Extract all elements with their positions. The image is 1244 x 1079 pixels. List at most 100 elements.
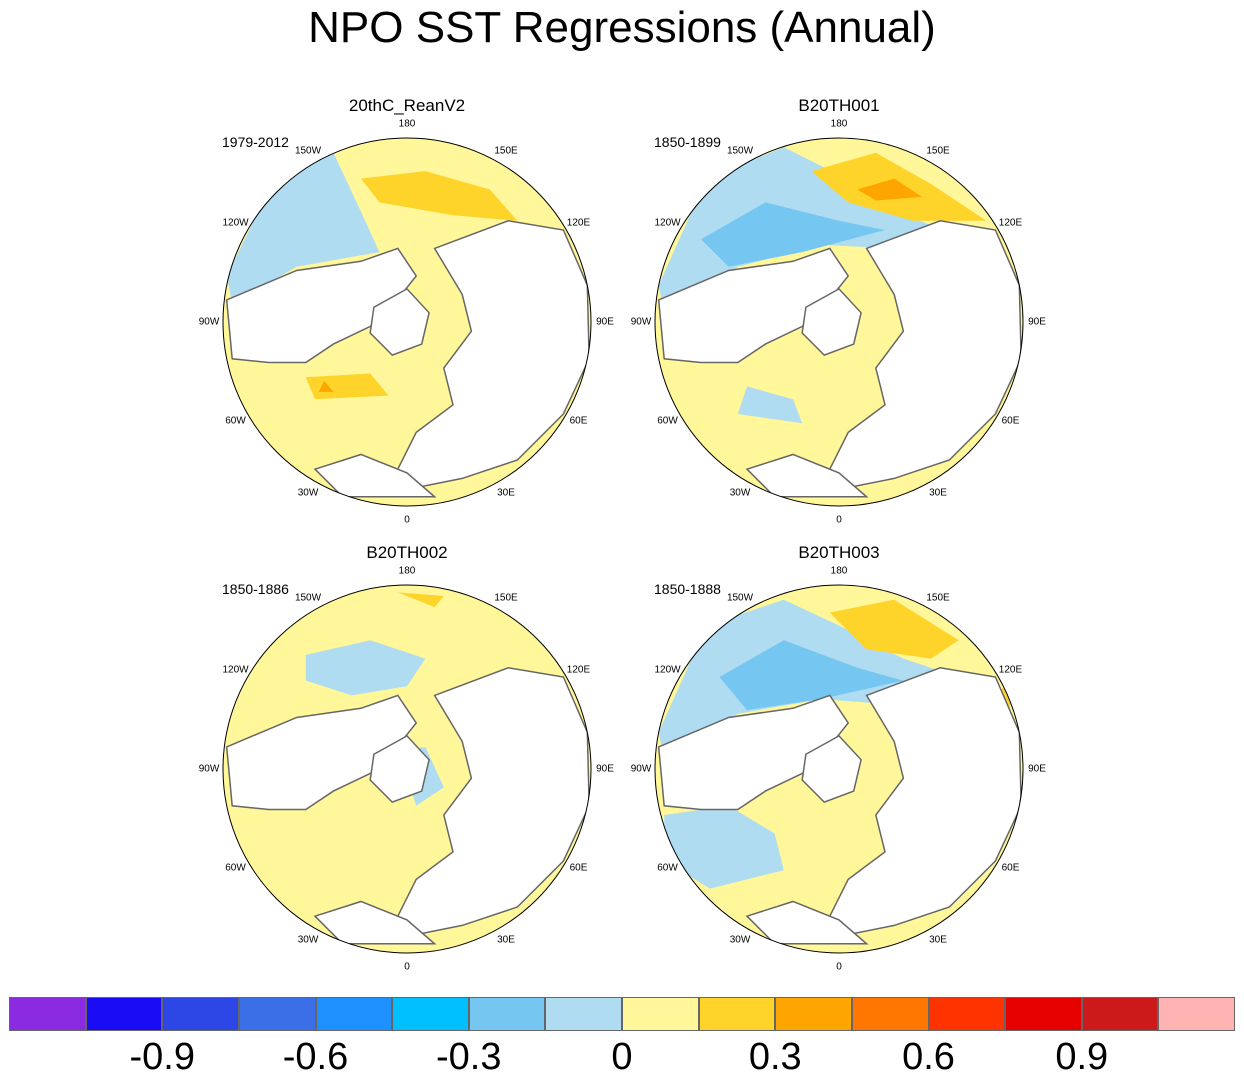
colorbar-label: 0.6 [902,1036,955,1078]
land-mass [801,734,862,803]
land-mass [396,220,590,489]
land-mass [828,220,1022,489]
negative-anomaly-region [305,640,426,696]
panel-period: 1850-1886 [222,581,289,597]
panel-period: 1979-2012 [222,134,289,150]
longitude-label: 150E [926,592,950,604]
map-border [654,584,1024,954]
longitude-label: 90E [1028,316,1046,328]
colorbar-label: -0.9 [129,1036,195,1078]
panel-title: B20TH001 [798,96,880,115]
longitude-label: 120E [998,217,1023,229]
longitude-label: 180 [398,565,416,577]
colorbar-swatch [545,997,622,1031]
strong-negative-anomaly-region [719,640,904,711]
longitude-label: 0 [836,961,842,973]
colorbar-label: 0.3 [748,1036,802,1078]
longitude-label: 90E [596,763,614,775]
colorbar-swatch [9,997,86,1031]
positive-anomaly-region [305,373,389,400]
longitude-label: 120E [998,664,1023,676]
longitude-label: 60E [569,415,588,427]
longitude-label: 120W [654,217,681,229]
map-border [654,137,1024,507]
panel-title: 20thC_ReanV2 [348,96,466,115]
chart-title: NPO SST Regressions (Annual) [308,3,936,52]
polar-maps [222,137,1024,954]
longitude-label: 150E [494,592,518,604]
longitude-label: 90W [198,316,220,328]
longitude-label: 120W [222,664,249,676]
colorbar-swatch [468,997,546,1031]
colorbar-swatch [1158,997,1235,1031]
colorbar-swatch [851,997,929,1031]
longitude-label: 90W [198,763,220,775]
positive-anomaly-region [361,171,518,221]
strong-negative-anomaly-region [701,202,885,267]
colorbar [9,997,1235,1031]
colorbar-swatch [698,997,776,1031]
strong-positive-anomaly-region [857,178,922,201]
colorbar-swatch [1081,997,1159,1031]
colorbar-swatch [928,997,1006,1031]
longitude-label: 150W [294,592,322,604]
land-mass [801,287,862,356]
colorbar-swatch [238,997,316,1031]
longitude-label: 30W [729,934,751,946]
longitude-label: 30W [297,934,319,946]
longitude-label: 60W [225,862,246,874]
longitude-label: 60E [1001,862,1020,874]
longitude-label: 90W [630,316,652,328]
panel-title: B20TH003 [798,543,880,562]
land-mass [369,287,430,356]
longitude-label: 60E [569,862,588,874]
land-mass [828,667,1022,936]
longitude-label: 180 [830,118,848,130]
colorbar-swatch [85,997,163,1031]
colorbar-label: -0.3 [436,1036,502,1078]
longitude-label: 30W [729,487,751,499]
longitude-label: 30E [497,934,515,946]
panel-period: 1850-1888 [654,581,721,597]
longitude-label: 30E [929,487,947,499]
longitude-label: 60W [657,415,678,427]
land-mass [369,734,430,803]
longitude-label: 90E [596,316,614,328]
longitude-label: 150W [726,592,754,604]
longitude-label: 60E [1001,415,1020,427]
colorbar-label: 0.9 [1055,1036,1109,1078]
longitude-label: 180 [830,565,848,577]
longitude-label: 60W [225,415,246,427]
longitude-label: 120E [566,664,591,676]
colorbar-swatch [162,997,239,1031]
longitude-label: 0 [404,961,410,973]
colorbar-label: -0.6 [282,1036,349,1078]
longitude-label: 120W [222,217,249,229]
longitude-label: 150E [926,145,950,157]
longitude-label: 120E [566,217,591,229]
panel-period: 1850-1899 [654,134,721,150]
negative-anomaly-region [737,386,803,424]
positive-anomaly-region [829,599,959,659]
longitude-label: 150W [294,145,322,157]
colorbar-swatch [392,997,469,1031]
longitude-label: 150W [726,145,754,157]
colorbar-swatch [775,997,852,1031]
longitude-label: 90E [1028,763,1046,775]
colorbar-label: 0 [611,1036,633,1078]
longitude-label: 30E [497,487,515,499]
longitude-label: 180 [398,118,416,130]
strong-positive-anomaly-region [318,380,334,392]
longitude-label: 0 [404,514,410,526]
positive-anomaly-region [397,592,444,608]
longitude-label: 30W [297,487,319,499]
panel-title: B20TH002 [366,543,448,562]
negative-anomaly-region [664,805,784,889]
longitude-label: 120W [654,664,681,676]
longitude-label: 0 [836,514,842,526]
colorbar-swatch [315,997,393,1031]
longitude-label: 90W [630,763,652,775]
colorbar-swatch [1005,997,1082,1031]
negative-anomaly-region [226,152,380,304]
map-border [222,584,592,954]
